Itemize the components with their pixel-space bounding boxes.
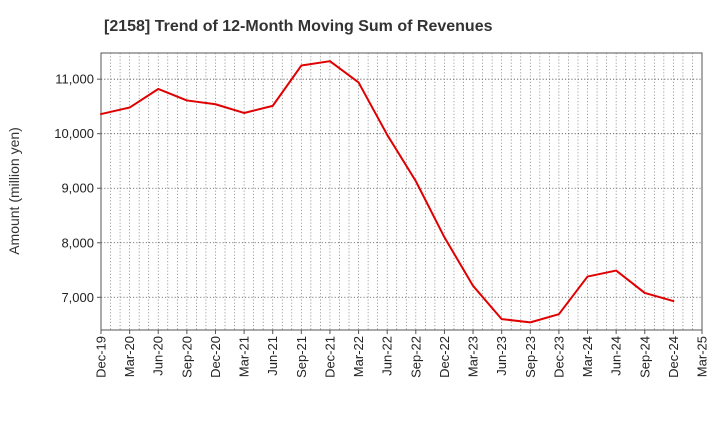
x-tick-label: Jun-24	[609, 336, 624, 376]
x-tick-label: Dec-20	[208, 336, 223, 378]
x-tick-label: Mar-20	[122, 336, 137, 377]
y-tick-label: 10,000	[54, 126, 94, 141]
x-tick-label: Mar-22	[351, 336, 366, 377]
x-tick-label: Jun-22	[380, 336, 395, 376]
plot-area	[100, 52, 703, 331]
horizontal-gridlines	[101, 78, 702, 298]
series-layer	[100, 60, 675, 324]
y-tick-label: 8,000	[61, 235, 94, 250]
x-tick-label: Dec-19	[94, 336, 109, 378]
x-tick-label: Mar-24	[580, 336, 595, 377]
vertical-gridlines	[110, 53, 693, 330]
y-axis-label: Amount (million yen)	[6, 127, 22, 255]
x-tick-label: Dec-22	[437, 336, 452, 378]
x-tick-label: Mar-25	[695, 336, 710, 377]
chart-title: [2158] Trend of 12-Month Moving Sum of R…	[104, 18, 493, 35]
y-axis-ticks: 7,000 8,000 9,000 10,000 11,000	[54, 72, 101, 305]
y-tick-label: 7,000	[61, 290, 94, 305]
y-tick-label: 9,000	[61, 181, 94, 196]
x-tick-label: Sep-23	[523, 336, 538, 378]
x-tick-label: Sep-20	[179, 336, 194, 378]
x-tick-label: Jun-21	[265, 336, 280, 376]
x-tick-label: Mar-21	[237, 336, 252, 377]
x-tick-label: Dec-21	[322, 336, 337, 378]
x-tick-label: Jun-20	[151, 336, 166, 376]
x-axis-ticks: Dec-19 Mar-20 Jun-20 Sep-20 Dec-20 Mar-21 Jun-…	[94, 330, 710, 378]
x-tick-label: Dec-23	[551, 336, 566, 378]
x-tick-label: Sep-22	[408, 336, 423, 378]
x-tick-label: Jun-23	[494, 336, 509, 376]
x-tick-label: Dec-24	[666, 336, 681, 378]
series-line	[100, 60, 675, 324]
x-tick-label: Sep-24	[637, 336, 652, 378]
y-tick-label: 11,000	[55, 72, 94, 87]
x-tick-label: Sep-21	[294, 336, 309, 378]
x-tick-label: Mar-23	[466, 336, 481, 377]
